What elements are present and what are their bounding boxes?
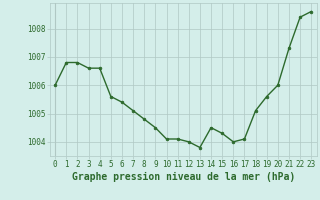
X-axis label: Graphe pression niveau de la mer (hPa): Graphe pression niveau de la mer (hPa) bbox=[72, 172, 295, 182]
